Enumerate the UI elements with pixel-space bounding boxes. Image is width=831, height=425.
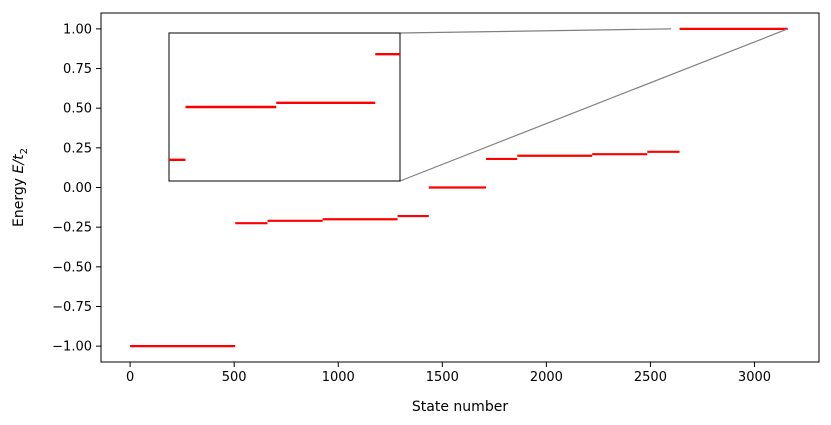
x-axis-label: State number (412, 399, 508, 415)
y-tick-label-0: 1.00 (63, 22, 92, 37)
y-tick-label-4: 0.00 (63, 181, 92, 196)
x-tick-label-1: 500 (222, 370, 247, 385)
x-tick-label-3: 1500 (426, 370, 459, 385)
y-tick-label-7: −0.75 (52, 300, 92, 315)
y-axis-label-subscript: 2 (19, 148, 30, 154)
plot-layer: 0 500 1000 1500 2000 2500 3000 1.00 0.75 0.50 0.25… (52, 12, 820, 385)
x-tick-label-2: 1000 (322, 370, 355, 385)
y-axis-label: Energy E/t2 (11, 148, 30, 227)
x-tick-label-6: 3000 (738, 370, 771, 385)
x-tick-label-4: 2000 (530, 370, 563, 385)
y-tick-label-5: −0.25 (52, 221, 92, 236)
y-tick-label-2: 0.50 (63, 102, 92, 117)
y-axis-label-variable: E/t (11, 154, 27, 174)
y-tick-label-6: −0.50 (52, 260, 92, 275)
y-axis-label-prefix: Energy (11, 173, 27, 226)
y-tick-label-8: −1.00 (52, 340, 92, 355)
y-tick-label-1: 0.75 (63, 62, 92, 77)
x-tick-label-5: 2500 (634, 370, 667, 385)
y-tick-label-3: 0.25 (63, 141, 92, 156)
inset-connector-bottom (399, 28, 789, 182)
inset-connector-top (399, 28, 672, 34)
x-tick-label-0: 0 (126, 370, 134, 385)
